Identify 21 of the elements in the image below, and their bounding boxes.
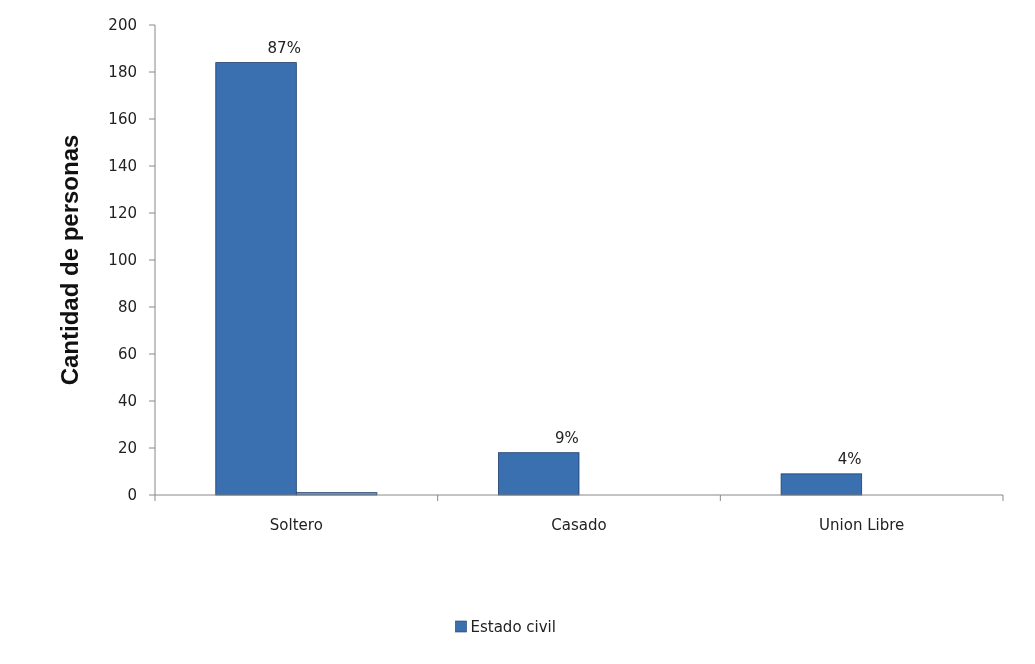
y-axis-title: Cantidad de personas (56, 134, 83, 386)
y-tick-label: 80 (117, 298, 137, 317)
y-tick-label: 0 (127, 486, 137, 505)
y-tick-label: 100 (108, 251, 137, 270)
bar (498, 452, 580, 496)
x-tick-label: Soltero (269, 516, 323, 534)
legend-label: Estado civil (470, 618, 556, 636)
bar (780, 473, 863, 496)
y-tick-label: 180 (108, 63, 137, 82)
annotation: 9% (555, 428, 579, 447)
y-tick-label: 60 (117, 345, 137, 364)
y-tick-label: 40 (117, 392, 137, 411)
x-tick-label: Casado (551, 516, 607, 534)
x-tick-label: Union Libre (819, 516, 905, 534)
y-tick-label: 200 (108, 16, 137, 35)
y-tick-label: 140 (108, 157, 137, 176)
annotation: 87% (267, 38, 301, 57)
y-tick-label: 120 (108, 204, 137, 223)
y-tick-label: 20 (117, 439, 137, 458)
y-tick-label: 160 (108, 110, 137, 129)
annotation: 4% (837, 449, 862, 468)
